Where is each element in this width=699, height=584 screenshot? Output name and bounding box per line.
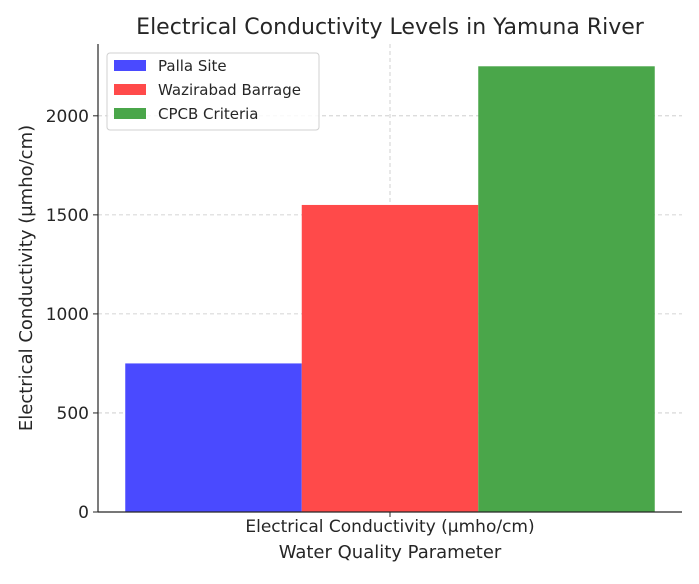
legend: Palla Site Wazirabad Barrage CPCB Criteria [106, 52, 320, 131]
bar-cpcb-criteria [478, 66, 655, 513]
x-axis-label: Water Quality Parameter [279, 542, 502, 563]
bar-wazirabad-barrage [301, 204, 479, 512]
y-tick-label: 2000 [46, 107, 89, 127]
legend-label: Palla Site [158, 57, 227, 75]
x-ticks: Electrical Conductivity (µmho/cm) [245, 512, 535, 537]
legend-frame [106, 52, 320, 131]
legend-swatch [114, 84, 146, 95]
bar-palla-site [125, 363, 302, 512]
y-tick-label: 500 [57, 404, 89, 424]
x-tick-label: Electrical Conductivity (µmho/cm) [245, 517, 534, 537]
y-tick-label: 1500 [46, 206, 89, 226]
y-ticks: 0 500 1000 1500 2000 [46, 107, 98, 523]
y-axis-label: Electrical Conductivity (µmho/cm) [16, 125, 37, 431]
legend-swatch [114, 108, 146, 119]
legend-swatch [114, 60, 146, 71]
bars [125, 66, 655, 513]
legend-items: Palla Site Wazirabad Barrage CPCB Criteria [114, 57, 301, 123]
legend-label: CPCB Criteria [158, 105, 259, 123]
chart-title: Electrical Conductivity Levels in Yamuna… [136, 15, 645, 40]
y-tick-label: 1000 [46, 305, 89, 325]
legend-label: Wazirabad Barrage [158, 81, 301, 99]
y-tick-label: 0 [78, 503, 89, 523]
